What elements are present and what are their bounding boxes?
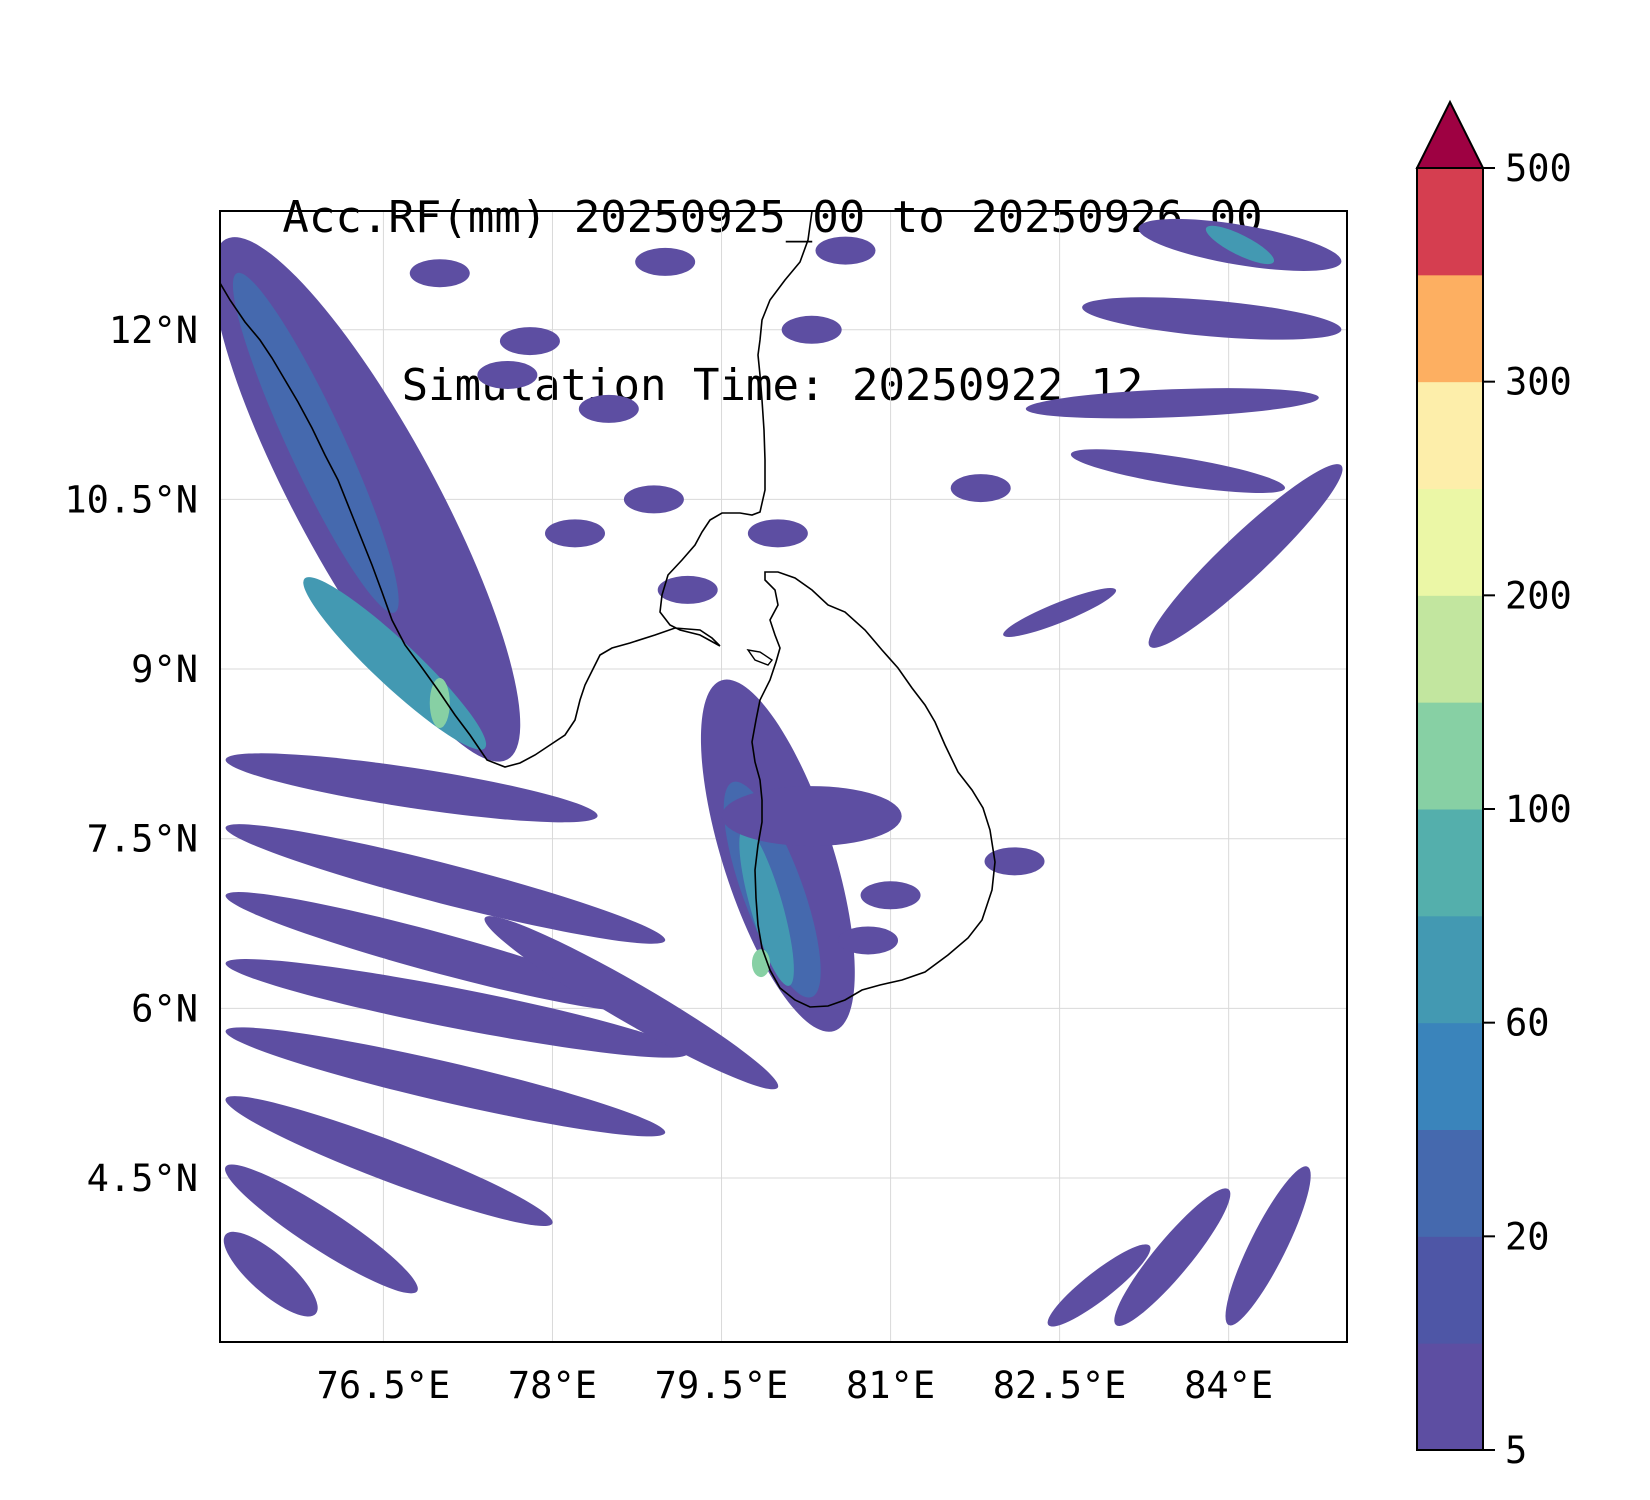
lat-tick-label: 7.5°N [87, 818, 198, 861]
chart-title: Acc.RF(mm) 20250925_00 to 20250926_00 Si… [0, 78, 1545, 470]
rain-band-southwest [225, 824, 666, 944]
colorbar-extend-arrow [1415, 99, 1485, 169]
lat-tick-label: 12°N [109, 309, 198, 352]
rain-band-srilanka-core [739, 827, 794, 986]
rain-cell [815, 236, 876, 265]
colorbar-segment [1417, 1343, 1483, 1451]
rain-band-bay-northeast-core [1205, 225, 1275, 265]
india-coastline [220, 211, 813, 768]
rain-band-southwest [484, 916, 779, 1090]
map-frame [219, 210, 1348, 1343]
colorbar: 500 300 200 100 60 20 5 [1415, 99, 1572, 1472]
rain-cell [635, 247, 696, 276]
colorbar-segment [1417, 595, 1483, 703]
lon-tick-label: 79.5°E [655, 1364, 789, 1407]
colorbar-segment [1417, 1129, 1483, 1237]
rain-cell [578, 394, 639, 423]
rain-cell [499, 327, 560, 356]
rain-band-southwest [225, 1096, 553, 1226]
mannar-island [746, 649, 774, 666]
rain-band-southwest [225, 753, 598, 823]
latitude-axis: 12°N 10.5°N 9°N 7.5°N 6°N 4.5°N [64, 309, 198, 1200]
longitude-axis: 76.5°E 78°E 79.5°E 81°E 82.5°E 84°E [317, 1364, 1274, 1407]
rain-band-southeast [1225, 1166, 1311, 1326]
colorbar-tick-label: 60 [1505, 1002, 1550, 1045]
lat-tick-label: 6°N [131, 987, 198, 1030]
rain-cell [657, 575, 718, 604]
lat-tick-label: 9°N [131, 648, 198, 691]
lon-tick-label: 81°E [846, 1364, 935, 1407]
lon-tick-label: 82.5°E [993, 1364, 1127, 1407]
colorbar-segment [1417, 1236, 1483, 1344]
colorbar-tick-label: 5 [1505, 1429, 1527, 1472]
rain-cell [950, 474, 1011, 503]
rain-band-bay-northeast [1070, 449, 1286, 494]
colorbar-segment [1417, 702, 1483, 810]
rain-cell [747, 519, 808, 548]
rain-band-bay-northeast [1025, 388, 1319, 419]
rain-cell-kerala-peak [429, 677, 450, 728]
rain-cell [477, 360, 538, 389]
title-line-2: Simulation Time: 20250922_12 [401, 360, 1144, 411]
lat-tick-label: 4.5°N [87, 1157, 198, 1200]
rain-band-bay-northeast [1082, 297, 1342, 340]
colorbar-segment [1417, 1022, 1483, 1130]
colorbar-segment [1417, 168, 1483, 276]
lon-tick-label: 84°E [1184, 1364, 1273, 1407]
colorbar-tick-label: 100 [1505, 788, 1572, 831]
coastline [220, 211, 996, 1008]
rain-cell [409, 259, 470, 288]
rain-band-southeast [1047, 1244, 1151, 1327]
rain-band-bay-east [1148, 464, 1343, 648]
rain-band-southwest [225, 892, 643, 1012]
rain-cell [984, 847, 1045, 876]
rainfall-field [220, 218, 1343, 1327]
rain-band-southeast [1114, 1188, 1231, 1327]
rain-band-southwest [225, 1027, 666, 1137]
colorbar-segment [1417, 274, 1483, 383]
rain-band-southwest [225, 1164, 418, 1294]
rain-cell [545, 519, 606, 548]
colorbar-tick-label: 500 [1505, 147, 1572, 190]
rain-cell [860, 881, 921, 910]
title-line-1: Acc.RF(mm) 20250925_00 to 20250926_00 [282, 192, 1263, 243]
rain-cell [623, 485, 684, 514]
colorbar-segment [1417, 809, 1483, 917]
rain-band-bay-east [1003, 588, 1117, 637]
colorbar-segment [1417, 381, 1483, 489]
rain-band-southwest [225, 959, 688, 1058]
colorbar-tick-label: 20 [1505, 1215, 1550, 1258]
lon-tick-label: 76.5°E [317, 1364, 451, 1407]
colorbar-tick-label: 200 [1505, 574, 1572, 617]
colorbar-segment [1417, 915, 1483, 1024]
rain-cell [781, 315, 842, 344]
colorbar-tick-label: 300 [1505, 361, 1572, 404]
colorbar-segment [1417, 488, 1483, 596]
sri-lanka-coastline [751, 571, 996, 1008]
rain-cell-srilanka-east [721, 786, 902, 847]
rain-band-southwest [223, 1231, 318, 1317]
rain-cell [838, 926, 899, 955]
lon-tick-label: 78°E [508, 1364, 597, 1407]
lat-tick-label: 10.5°N [64, 478, 198, 521]
